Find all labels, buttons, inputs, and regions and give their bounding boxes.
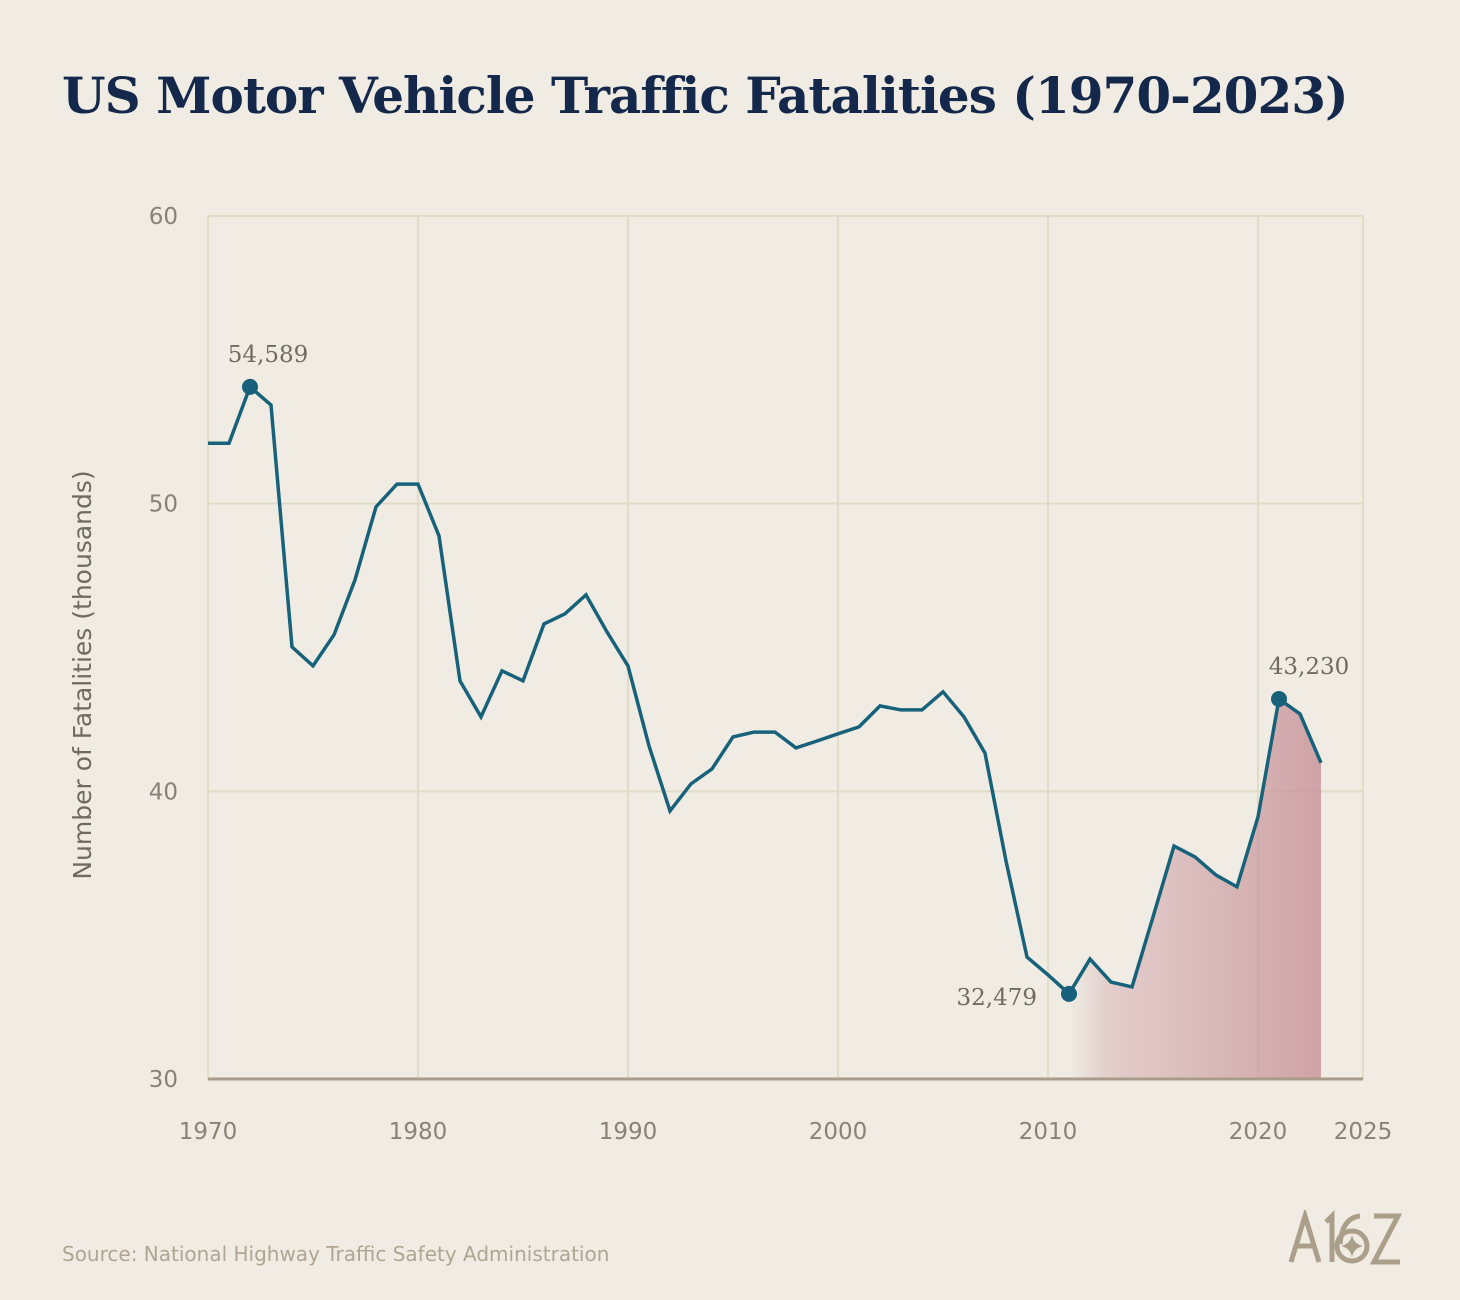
chart-title: US Motor Vehicle Traffic Fatalities (197… bbox=[62, 66, 1349, 125]
x-tick-label: 2020 bbox=[1229, 1119, 1288, 1145]
y-tick-label: 30 bbox=[149, 1067, 178, 1093]
x-tick-label: 2025 bbox=[1334, 1119, 1393, 1145]
data-point-marker bbox=[1061, 985, 1077, 1002]
a16z-logo bbox=[1288, 1210, 1403, 1265]
axes: 1970 1980 1990 2000 2010 2020 2025 30 40 50 60 bbox=[149, 204, 1393, 1145]
data-point-marker bbox=[1271, 690, 1287, 707]
x-tick-label: 2000 bbox=[809, 1119, 868, 1145]
data-label: 54,589 bbox=[228, 342, 308, 368]
x-tick-label: 1980 bbox=[389, 1119, 448, 1145]
y-axis-label: Number of Fatalities (thousands) bbox=[68, 470, 97, 879]
source-note: Source: National Highway Traffic Safety … bbox=[62, 1242, 610, 1266]
y-tick-label: 50 bbox=[149, 492, 178, 518]
fatalities-line bbox=[208, 383, 1323, 997]
x-tick-label: 1990 bbox=[599, 1119, 658, 1145]
x-tick-label: 1970 bbox=[179, 1119, 238, 1145]
y-tick-label: 60 bbox=[149, 204, 178, 230]
data-label: 32,479 bbox=[957, 985, 1037, 1011]
line-chart: 1970 1980 1990 2000 2010 2020 2025 30 40 50 60 54,… bbox=[68, 204, 1393, 1145]
data-point-marker bbox=[242, 378, 258, 395]
x-tick-label: 2010 bbox=[1019, 1119, 1078, 1145]
data-label: 43,230 bbox=[1269, 654, 1349, 680]
y-tick-label: 40 bbox=[149, 779, 178, 805]
highlight-area bbox=[1069, 698, 1321, 1079]
